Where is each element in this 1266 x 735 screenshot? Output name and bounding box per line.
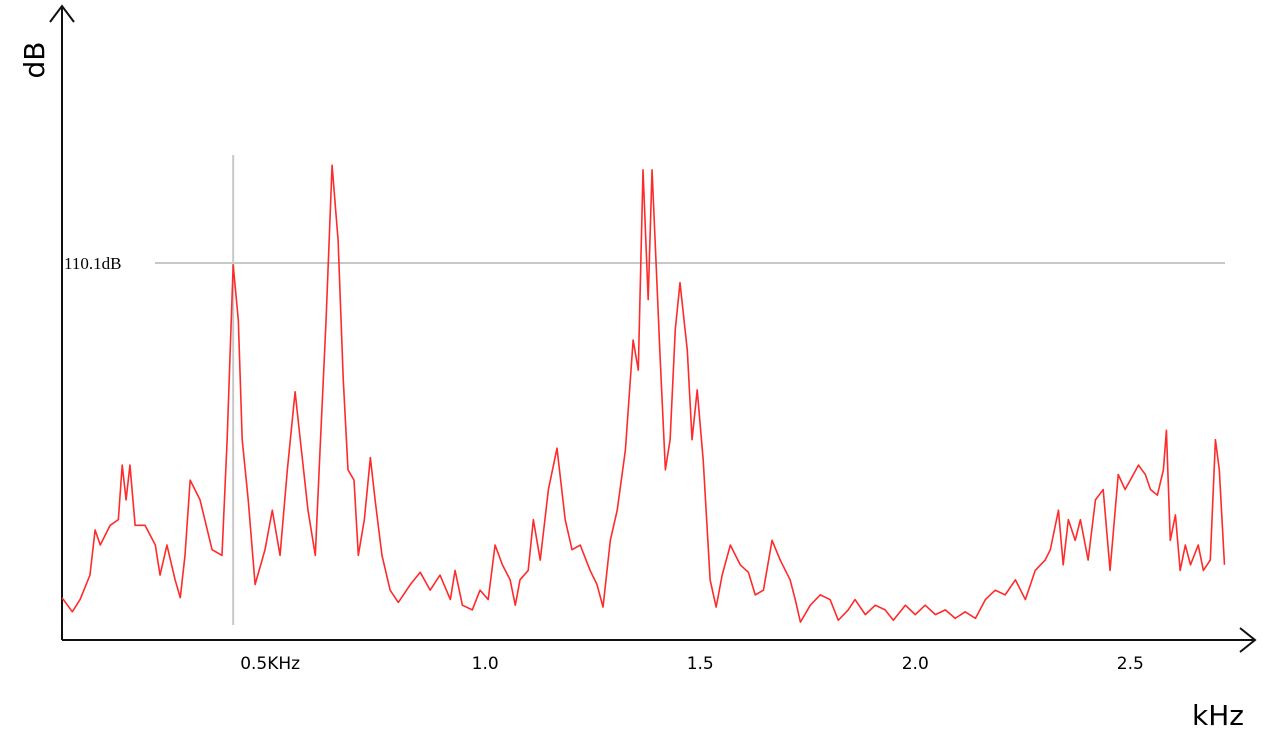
x-tick-label: 0.5KHz bbox=[240, 654, 300, 674]
x-tick-label: 2.0 bbox=[902, 654, 929, 674]
x-tick-label: 2.5 bbox=[1117, 654, 1144, 674]
axes bbox=[49, 4, 1257, 653]
x-axis-title: kHz bbox=[1192, 699, 1244, 732]
y-axis-arrow bbox=[49, 4, 75, 23]
x-tick-label: 1.5 bbox=[687, 654, 714, 674]
y-axis-title: dB bbox=[18, 42, 51, 79]
reference-label: 110.1dB bbox=[64, 254, 121, 273]
x-tick-label: 1.0 bbox=[472, 654, 499, 674]
spectrum-line bbox=[61, 164, 1226, 623]
x-axis-arrow bbox=[1239, 627, 1257, 653]
